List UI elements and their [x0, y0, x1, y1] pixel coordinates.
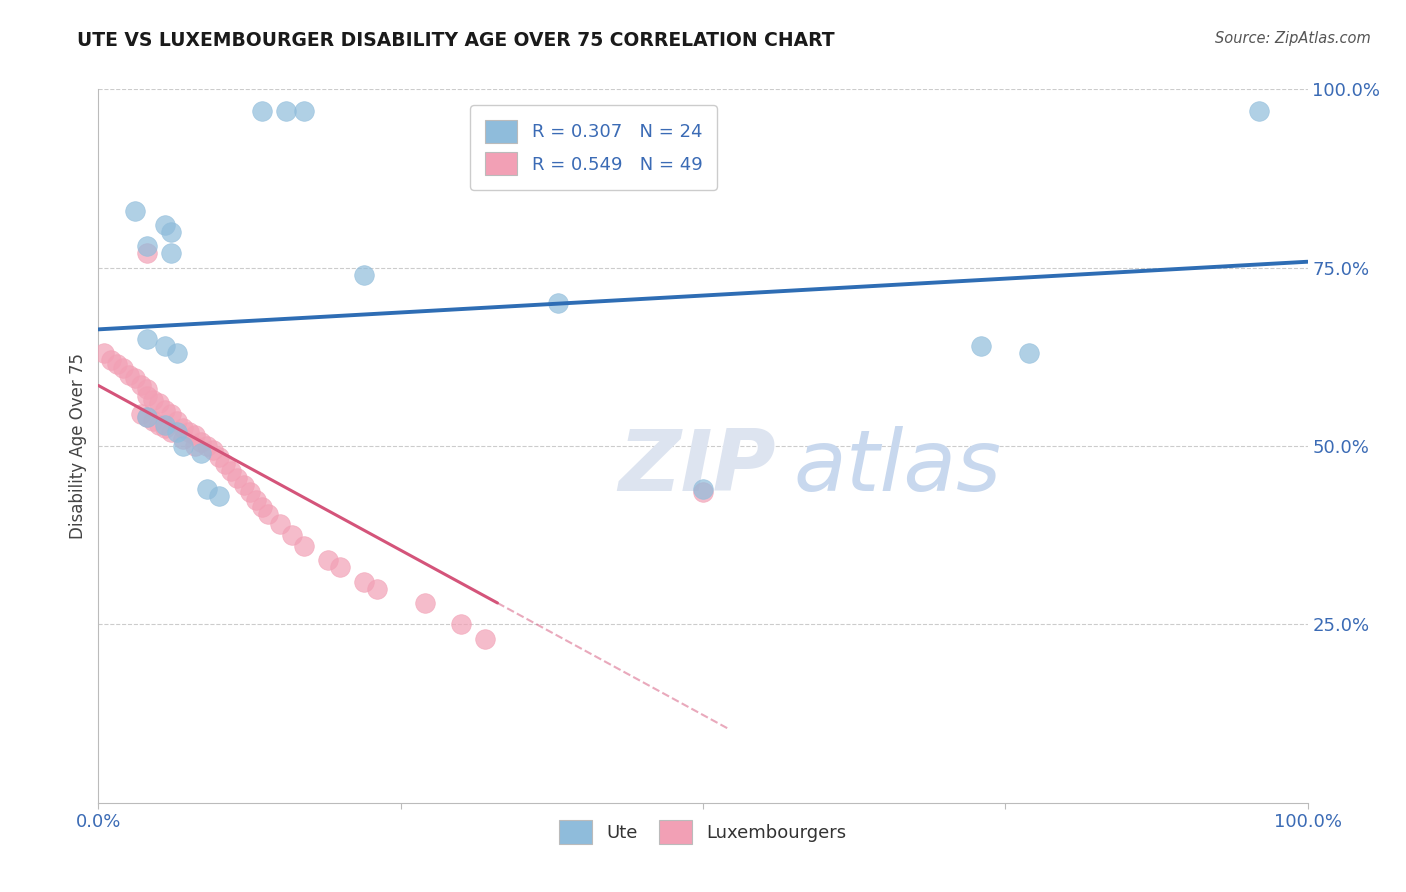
Point — [239, 485, 262, 500]
Point — [172, 439, 194, 453]
Point — [179, 425, 201, 439]
Point — [148, 417, 170, 432]
Point — [190, 446, 212, 460]
Point — [160, 246, 183, 260]
Point — [226, 471, 249, 485]
Point — [190, 435, 212, 450]
Point — [474, 632, 496, 646]
Point — [118, 368, 141, 382]
Point — [692, 482, 714, 496]
Point — [250, 103, 273, 118]
Point — [250, 500, 273, 514]
Point — [269, 517, 291, 532]
Point — [172, 421, 194, 435]
Point — [1249, 103, 1271, 118]
Point — [195, 439, 218, 453]
Point — [208, 450, 231, 464]
Point — [166, 346, 188, 360]
Point — [142, 392, 165, 407]
Point — [692, 485, 714, 500]
Y-axis label: Disability Age Over 75: Disability Age Over 75 — [69, 353, 87, 539]
Point — [184, 439, 207, 453]
Point — [160, 407, 183, 421]
Point — [353, 574, 375, 589]
Point — [129, 407, 152, 421]
Point — [547, 296, 569, 310]
Point — [124, 203, 146, 218]
Point — [166, 414, 188, 428]
Point — [353, 268, 375, 282]
Point — [413, 596, 436, 610]
Text: UTE VS LUXEMBOURGER DISABILITY AGE OVER 75 CORRELATION CHART: UTE VS LUXEMBOURGER DISABILITY AGE OVER … — [77, 31, 835, 50]
Point — [195, 482, 218, 496]
Point — [135, 246, 157, 260]
Point — [214, 457, 236, 471]
Point — [245, 492, 267, 507]
Point — [153, 417, 176, 432]
Point — [129, 378, 152, 392]
Point — [166, 425, 188, 439]
Point — [160, 425, 183, 439]
Point — [256, 507, 278, 521]
Point — [135, 389, 157, 403]
Point — [148, 396, 170, 410]
Point — [450, 617, 472, 632]
Point — [281, 528, 304, 542]
Point — [124, 371, 146, 385]
Legend: Ute, Luxembourgers: Ute, Luxembourgers — [553, 814, 853, 851]
Point — [232, 478, 254, 492]
Point — [160, 225, 183, 239]
Point — [292, 103, 315, 118]
Text: ZIP: ZIP — [619, 425, 776, 509]
Point — [153, 403, 176, 417]
Point — [111, 360, 134, 375]
Point — [153, 218, 176, 232]
Point — [970, 339, 993, 353]
Point — [135, 410, 157, 425]
Point — [274, 103, 297, 118]
Point — [135, 332, 157, 346]
Point — [93, 346, 115, 360]
Point — [100, 353, 122, 368]
Point — [105, 357, 128, 371]
Text: atlas: atlas — [793, 425, 1001, 509]
Point — [329, 560, 352, 574]
Point — [316, 553, 339, 567]
Point — [221, 464, 243, 478]
Point — [142, 414, 165, 428]
Point — [135, 382, 157, 396]
Point — [202, 442, 225, 457]
Point — [1018, 346, 1040, 360]
Text: Source: ZipAtlas.com: Source: ZipAtlas.com — [1215, 31, 1371, 46]
Point — [172, 432, 194, 446]
Point — [184, 428, 207, 442]
Point — [153, 421, 176, 435]
Point — [135, 410, 157, 425]
Point — [135, 239, 157, 253]
Point — [292, 539, 315, 553]
Point — [366, 582, 388, 596]
Point — [208, 489, 231, 503]
Point — [153, 339, 176, 353]
